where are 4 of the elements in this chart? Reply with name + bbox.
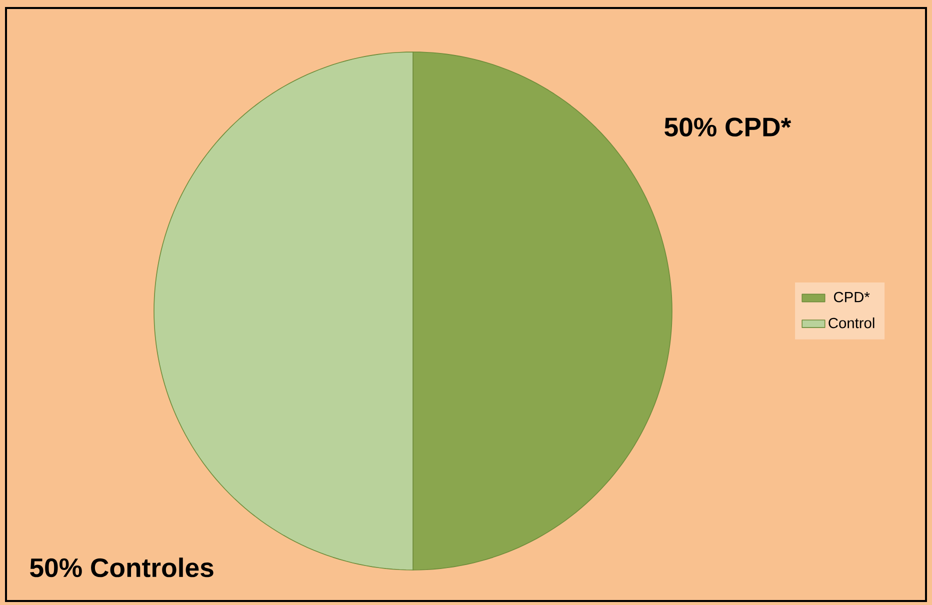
data-label: 50% Controles — [30, 558, 214, 578]
legend-label: CPD* — [834, 292, 870, 302]
legend-label: Control — [828, 317, 874, 328]
data-label: 50% CPD* — [664, 118, 792, 137]
